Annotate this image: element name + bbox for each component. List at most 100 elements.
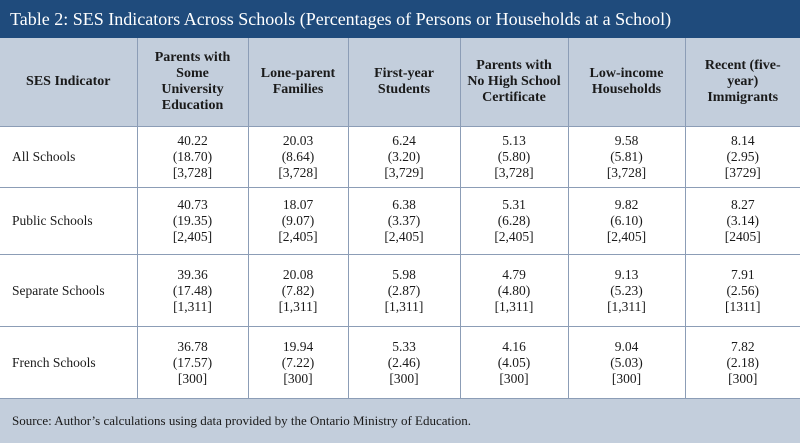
count: [1,311]: [278, 298, 318, 314]
std-dev: (3.37): [387, 213, 421, 228]
std-dev: (6.28): [497, 213, 531, 228]
mean: 7.91: [730, 266, 755, 282]
count: [300]: [611, 370, 642, 386]
mean: 18.07: [282, 197, 314, 212]
data-cell: 9.13 (5.23) [1,311]: [567, 254, 686, 327]
mean: 7.82: [730, 338, 755, 354]
std-dev: (17.57): [172, 354, 213, 370]
data-cell: 6.38 (3.37) [2,405]: [347, 187, 461, 255]
count: [2,405]: [494, 229, 534, 244]
count: [300]: [283, 370, 313, 386]
row-label: Public Schools: [0, 187, 138, 255]
table-row: Public Schools 40.73 (19.35) [2,405] 18.07 (9…: [0, 187, 800, 255]
mean: 9.04: [614, 338, 639, 354]
mean: 6.24: [392, 133, 416, 148]
std-dev: (2.18): [726, 354, 760, 370]
count: [2,405]: [172, 229, 213, 244]
count: [300]: [728, 370, 758, 386]
count: [3,728]: [172, 165, 213, 180]
header-cell: SES Indicator: [0, 38, 138, 127]
data-cell: 7.82 (2.18) [300]: [684, 326, 800, 399]
count: [300]: [499, 370, 529, 386]
std-dev: (7.82): [281, 282, 315, 298]
source-note: Source: Author’s calculations using data…: [0, 399, 800, 443]
std-dev: (5.03): [610, 354, 643, 370]
data-cell: 9.82 (6.10) [2,405]: [567, 187, 686, 255]
count: [3,728]: [494, 165, 534, 180]
mean: 9.13: [614, 266, 639, 282]
mean: 9.82: [614, 197, 639, 212]
std-dev: (4.80): [497, 282, 531, 298]
data-cell: 20.03 (8.64) [3,728]: [247, 126, 349, 188]
table-row: French Schools 36.78 (17.57) [300] 19.94 (7.2…: [0, 326, 800, 399]
row-label: Separate Schools: [0, 254, 138, 327]
mean: 39.36: [177, 266, 208, 282]
header-cell: Recent (five-year) Immigrants: [684, 38, 800, 127]
count: [1,311]: [494, 298, 534, 314]
data-cell: 18.07 (9.07) [2,405]: [247, 187, 349, 255]
std-dev: (2.87): [387, 282, 421, 298]
header-row: SES Indicator Parents with Some Universit…: [0, 38, 800, 127]
data-cell: 36.78 (17.57) [300]: [136, 326, 249, 399]
data-cell: 8.27 (3.14) [2405]: [684, 187, 800, 255]
data-cell: 39.36 (17.48) [1,311]: [136, 254, 249, 327]
mean: 8.27: [730, 197, 755, 212]
data-cell: 5.33 (2.46) [300]: [347, 326, 461, 399]
std-dev: (19.35): [172, 213, 213, 228]
mean: 6.38: [392, 197, 416, 212]
std-dev: (9.07): [281, 213, 315, 228]
count: [1,311]: [384, 298, 424, 314]
data-cell: 9.04 (5.03) [300]: [567, 326, 686, 399]
count: [3,729]: [384, 165, 424, 180]
std-dev: (3.20): [387, 149, 421, 164]
std-dev: (5.80): [497, 149, 531, 164]
std-dev: (5.81): [610, 149, 643, 164]
data-cell: 4.16 (4.05) [300]: [459, 326, 569, 399]
count: [2,405]: [278, 229, 318, 244]
data-cell: 7.91 (2.56) [1311]: [684, 254, 800, 327]
count: [1311]: [725, 298, 761, 314]
std-dev: (2.95): [726, 149, 760, 164]
std-dev: (18.70): [172, 149, 213, 164]
mean: 5.98: [392, 266, 416, 282]
row-label: All Schools: [0, 126, 138, 188]
mean: 5.33: [392, 338, 416, 354]
count: [1,311]: [607, 298, 646, 314]
header-cell: Parents with No High School Certificate: [459, 38, 569, 127]
table-body: All Schools 40.22 (18.70) [3,728] 20.03 (8.64…: [0, 126, 800, 399]
count: [300]: [177, 370, 208, 386]
mean: 5.31: [502, 197, 526, 212]
data-cell: 9.58 (5.81) [3,728]: [567, 126, 686, 188]
table-row: All Schools 40.22 (18.70) [3,728] 20.03 (8.64…: [0, 126, 800, 188]
std-dev: (7.22): [281, 354, 315, 370]
data-table: SES Indicator Parents with Some Universit…: [0, 38, 800, 399]
header-cell: Low-income Households: [567, 38, 686, 127]
count: [3,728]: [278, 165, 318, 180]
mean: 40.22: [177, 133, 208, 148]
data-cell: 40.73 (19.35) [2,405]: [136, 187, 249, 255]
count: [3,728]: [606, 165, 647, 180]
data-cell: 6.24 (3.20) [3,729]: [347, 126, 461, 188]
mean: 20.08: [282, 266, 314, 282]
mean: 20.03: [282, 133, 314, 148]
count: [3729]: [724, 165, 761, 180]
std-dev: (17.48): [172, 282, 213, 298]
data-cell: 5.31 (6.28) [2,405]: [459, 187, 569, 255]
table-row: Separate Schools 39.36 (17.48) [1,311] 20.08…: [0, 254, 800, 327]
data-cell: 19.94 (7.22) [300]: [247, 326, 349, 399]
mean: 19.94: [282, 338, 314, 354]
std-dev: (3.14): [726, 213, 760, 228]
count: [2,405]: [384, 229, 424, 244]
std-dev: (2.46): [387, 354, 421, 370]
mean: 36.78: [177, 338, 208, 354]
std-dev: (5.23): [610, 282, 643, 298]
header-cell: Lone-parent Families: [247, 38, 349, 127]
data-cell: 4.79 (4.80) [1,311]: [459, 254, 569, 327]
std-dev: (8.64): [281, 149, 315, 164]
mean: 40.73: [177, 197, 208, 212]
row-label: French Schools: [0, 326, 138, 399]
data-cell: 20.08 (7.82) [1,311]: [247, 254, 349, 327]
count: [2405]: [724, 229, 761, 244]
data-cell: 5.98 (2.87) [1,311]: [347, 254, 461, 327]
std-dev: (6.10): [610, 213, 643, 228]
